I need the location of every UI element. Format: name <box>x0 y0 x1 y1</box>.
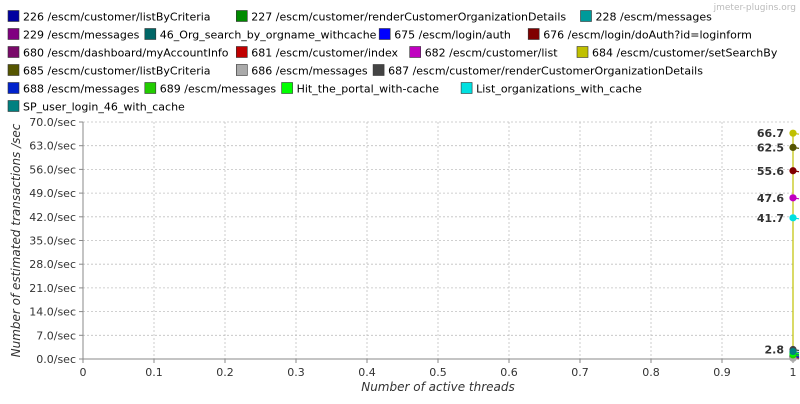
legend-label: List_organizations_with_cache <box>476 83 642 96</box>
legend-label: 686 /escm/messages <box>251 65 368 78</box>
x-tick-label: 0.7 <box>571 366 589 379</box>
legend-swatch <box>7 10 20 22</box>
legend-swatch <box>378 28 391 40</box>
x-axis-label: Number of active threads <box>361 380 515 394</box>
legend-swatch <box>7 100 20 112</box>
legend-swatch <box>7 82 20 94</box>
y-tick-label: 42.0/sec <box>29 211 76 224</box>
legend-label: 689 /escm/messages <box>160 83 277 96</box>
watermark-text: jmeter-plugins.org <box>713 3 796 13</box>
legend-swatch <box>236 46 248 58</box>
legend-swatch <box>236 10 248 22</box>
legend-swatch <box>144 28 157 40</box>
legend-swatch <box>7 64 20 76</box>
legend-swatch <box>527 28 540 40</box>
legend-swatch <box>580 10 592 22</box>
legend-label: 228 /escm/messages <box>596 11 713 24</box>
legend-label: 687 /escm/customer/renderCustomerOrganiz… <box>388 65 703 78</box>
legend-swatch <box>236 64 248 76</box>
data-label: 66.7 <box>757 127 784 140</box>
y-tick-label: 35.0/sec <box>29 235 76 248</box>
y-tick-label: 7.0/sec <box>36 329 76 342</box>
data-label: 55.6 <box>757 165 784 178</box>
legend-label: SP_user_login_46_with_cache <box>23 101 185 114</box>
y-tick-label: 63.0/sec <box>29 140 76 153</box>
legend-label: 685 /escm/customer/listByCriteria <box>23 65 211 78</box>
y-tick-label: 14.0/sec <box>29 306 76 319</box>
legend-label: 682 /escm/customer/list <box>425 47 559 60</box>
legend-swatch <box>144 82 157 94</box>
x-tick-label: 0.6 <box>500 366 518 379</box>
y-tick-label: 0.0/sec <box>36 353 76 366</box>
x-tick-label: 0.8 <box>642 366 660 379</box>
legend-swatch <box>7 28 20 40</box>
legend-label: 688 /escm/messages <box>23 83 140 96</box>
legend-label: 681 /escm/customer/index <box>251 47 398 60</box>
data-label: 62.5 <box>757 141 784 154</box>
data-point <box>789 347 797 356</box>
legend-label: 226 /escm/customer/listByCriteria <box>23 11 211 24</box>
y-tick-label: 70.0/sec <box>29 116 76 129</box>
data-point <box>789 143 797 151</box>
y-tick-label: 49.0/sec <box>29 187 76 200</box>
data-point <box>789 129 797 137</box>
y-tick-label: 21.0/sec <box>29 282 76 295</box>
x-tick-label: 0 <box>80 366 87 379</box>
x-tick-label: 0.4 <box>358 366 376 379</box>
x-tick-label: 1 <box>790 366 797 379</box>
x-tick-label: 0.1 <box>145 366 163 379</box>
y-axis-label: Number of estimated transactions /sec <box>9 123 23 357</box>
legend-label: 684 /escm/customer/setSearchBy <box>592 47 778 60</box>
legend-swatch <box>372 64 385 76</box>
legend-label: 680 /escm/dashboard/myAccountInfo <box>23 47 229 60</box>
data-point <box>789 167 797 175</box>
legend-swatch <box>7 46 20 58</box>
data-label: 41.7 <box>757 212 784 225</box>
legend-swatch <box>460 82 473 94</box>
y-tick-label: 56.0/sec <box>29 163 76 176</box>
x-tick-label: 0.3 <box>287 366 305 379</box>
legend-label: 675 /escm/login/auth <box>394 29 511 42</box>
legend-swatch <box>409 46 422 58</box>
legend-label: 229 /escm/messages <box>23 29 140 42</box>
legend-swatch <box>281 82 293 94</box>
legend-label: 46_Org_search_by_orgname_withcache <box>160 29 377 42</box>
y-tick-label: 28.0/sec <box>29 258 76 271</box>
data-label: 47.6 <box>757 192 784 205</box>
legend-label: 676 /escm/login/doAuth?id=loginform <box>543 29 752 42</box>
legend-swatch <box>576 46 589 58</box>
data-label: 2.8 <box>765 344 785 357</box>
data-point <box>789 214 797 222</box>
data-point <box>789 194 797 202</box>
x-tick-label: 0.9 <box>713 366 731 379</box>
legend-label: 227 /escm/customer/renderCustomerOrganiz… <box>251 11 566 24</box>
legend-label: Hit_the_portal_with-cache <box>297 83 440 96</box>
x-tick-label: 0.5 <box>429 366 447 379</box>
x-tick-label: 0.2 <box>216 366 234 379</box>
